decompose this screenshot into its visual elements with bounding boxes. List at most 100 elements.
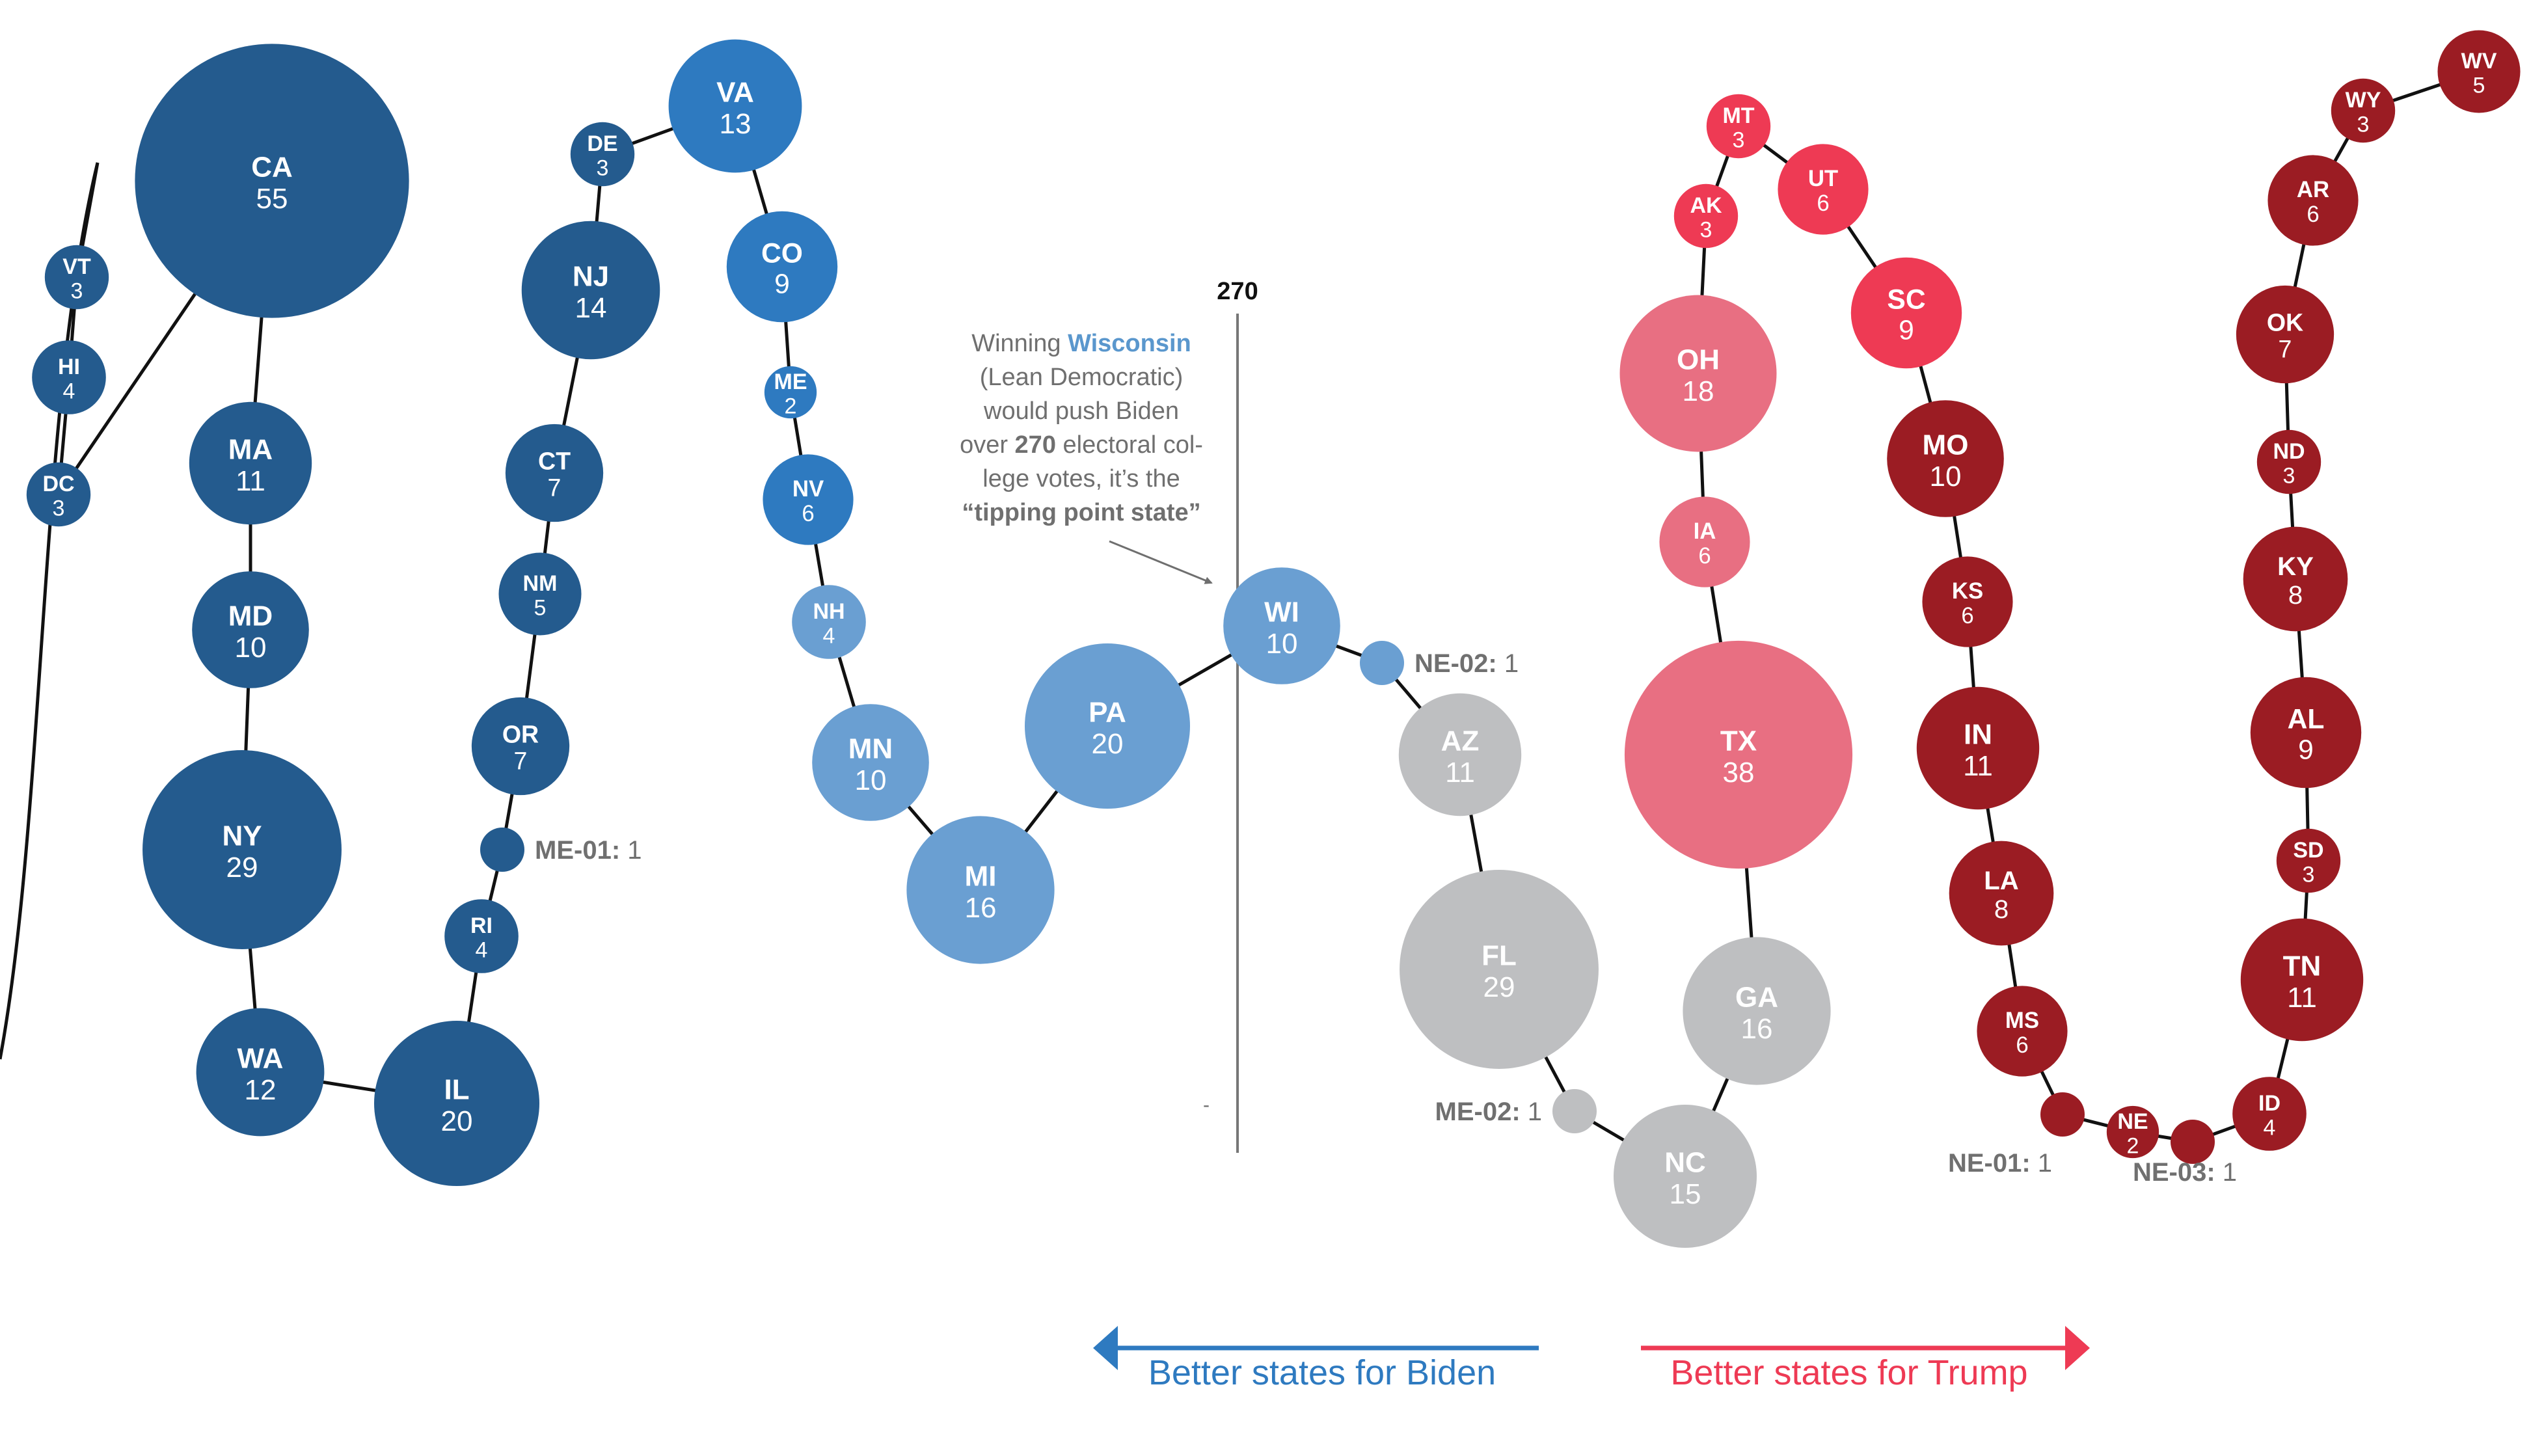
- bubble-ev-az: 11: [1445, 757, 1475, 789]
- bubble-wi: [1223, 567, 1340, 684]
- bubble-code-az: AZ: [1441, 725, 1480, 757]
- bubble-nm: [498, 552, 582, 636]
- bubble-ev-ne: 2: [2127, 1133, 2139, 1158]
- bubble-code-mn: MN: [848, 733, 893, 764]
- bubble-ne: [2106, 1105, 2159, 1159]
- tipping-point-annotation: Winning Wisconsin (Lean Democratic) woul…: [960, 330, 1213, 584]
- bubble-ev-mt: 3: [1733, 128, 1745, 152]
- bubble-hi: [32, 340, 106, 414]
- bubble-oh: [1619, 295, 1777, 452]
- bubble-code-de: DE: [587, 131, 617, 156]
- bubble-code-ar: AR: [2297, 178, 2329, 202]
- threshold-label: 270: [1217, 278, 1258, 305]
- bubble-fl: [1400, 870, 1599, 1069]
- state-bubble-ne-03: NE-03: 1: [2133, 1120, 2237, 1187]
- bubble-ev-wi: 10: [1266, 628, 1298, 660]
- annotation-line-5: lege votes, it’s the: [982, 465, 1180, 492]
- bubble-tx: [1624, 640, 1853, 869]
- bubble-code-nh: NH: [813, 599, 845, 624]
- biden-direction-arrow: [1093, 1326, 1539, 1370]
- bubble-id: [2232, 1077, 2307, 1151]
- bubble-ev-ut: 6: [1817, 191, 1829, 216]
- state-bubble-id: ID4: [2232, 1077, 2307, 1151]
- bubble-label-ne-01: NE-01: 1: [1948, 1149, 2052, 1178]
- bubble-code-ct: CT: [538, 447, 571, 474]
- bubble-label-ne-03: NE-03: 1: [2133, 1158, 2237, 1187]
- bubble-az: [1398, 693, 1522, 816]
- bubble-code-mt: MT: [1722, 103, 1754, 128]
- bubble-ia: [1659, 496, 1750, 587]
- bubble-ny: [142, 750, 342, 949]
- bubble-ev-wy: 3: [2357, 112, 2370, 137]
- bubble-ev-ak: 3: [1700, 217, 1712, 242]
- bubble-code-ga: GA: [1735, 981, 1778, 1013]
- bubble-ev-va: 13: [720, 108, 751, 140]
- bubble-code-or: OR: [502, 720, 539, 748]
- bubble-de: [570, 122, 635, 187]
- state-bubble-mt: MT3: [1706, 94, 1771, 159]
- bubble-code-sc: SC: [1887, 284, 1925, 316]
- state-bubble-ak: AK3: [1673, 183, 1739, 249]
- state-bubble-me: ME2: [764, 366, 817, 418]
- bubble-ev-ok: 7: [2279, 336, 2292, 363]
- bubble-sd: [2276, 828, 2341, 893]
- bubble-ev-ms: 6: [2016, 1033, 2028, 1058]
- state-bubble-ct: CT7: [505, 424, 604, 522]
- bubble-ev-nh: 4: [823, 623, 835, 648]
- bubble-pa: [1024, 643, 1191, 809]
- bubble-ev-nv: 6: [802, 502, 814, 526]
- state-bubble-ne-01: NE-01: 1: [1948, 1092, 2085, 1178]
- bubble-tn: [2240, 918, 2364, 1042]
- bubble-ev-wa: 12: [245, 1074, 277, 1106]
- state-bubble-ut: UT6: [1778, 144, 1869, 235]
- bubble-code-ky: KY: [2277, 552, 2314, 581]
- bubble-ev-ia: 6: [1698, 544, 1711, 569]
- threshold-tick: -: [1203, 1094, 1210, 1116]
- bubble-me-01: [480, 828, 524, 872]
- bubble-code-tn: TN: [2283, 950, 2321, 982]
- bubble-ca: [135, 44, 409, 318]
- bubble-code-mi: MI: [965, 860, 997, 892]
- bubble-ev-ca: 55: [256, 183, 288, 215]
- state-bubble-ky: KY8: [2243, 526, 2348, 632]
- bubble-ev-ks: 6: [1961, 604, 1973, 628]
- bubble-code-vt: VT: [62, 254, 91, 279]
- bubble-ev-md: 10: [235, 632, 267, 664]
- bubble-vt: [44, 245, 109, 310]
- bubble-mo: [1887, 400, 2004, 517]
- bubble-ct: [505, 424, 604, 522]
- bubble-ev-nc: 15: [1670, 1178, 1701, 1210]
- bubble-code-oh: OH: [1677, 344, 1720, 375]
- bubble-sc: [1850, 257, 1962, 369]
- bubble-ev-tn: 11: [2287, 982, 2317, 1014]
- bubble-code-in: IN: [1964, 718, 1992, 750]
- bubble-code-ms: MS: [2005, 1008, 2039, 1033]
- bubble-me-02: [1552, 1089, 1597, 1133]
- bubble-ms: [1977, 986, 2068, 1077]
- bubble-ev-ma: 11: [236, 465, 265, 497]
- bubble-label-me-01: ME-01: 1: [535, 836, 642, 865]
- state-bubble-sc: SC9: [1850, 257, 1962, 369]
- bubble-md: [192, 571, 309, 688]
- bubble-nv: [763, 454, 854, 545]
- annotation-line-6: “tipping point state”: [962, 499, 1200, 526]
- bubble-or: [471, 697, 570, 796]
- annotation-line-4: over 270 electoral col-: [960, 431, 1203, 459]
- state-bubble-dc: DC3: [26, 462, 91, 527]
- bubble-ev-la: 8: [1994, 895, 2009, 924]
- state-bubble-ne-02: NE-02: 1: [1360, 641, 1519, 685]
- bubble-code-wy: WY: [2346, 88, 2381, 113]
- state-bubble-nm: NM5: [498, 552, 582, 636]
- trump-direction-arrow: [1641, 1326, 2090, 1370]
